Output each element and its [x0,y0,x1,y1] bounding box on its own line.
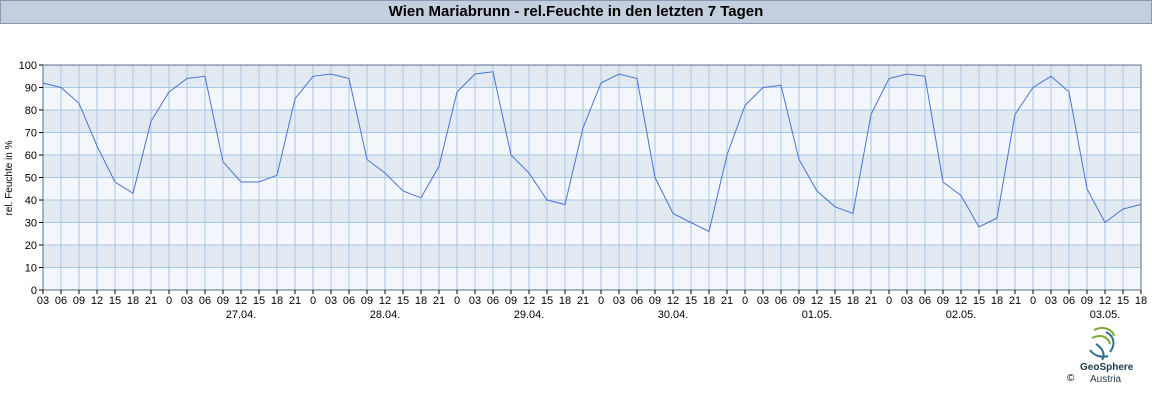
y-tick-label: 100 [19,60,37,72]
x-tick-label: 15 [253,295,265,307]
y-tick-label: 60 [25,150,37,162]
logo-subtitle: Austria [1090,374,1122,385]
x-tick-label: 0 [886,295,892,307]
x-tick-label: 21 [865,295,877,307]
x-tick-label: 18 [991,295,1003,307]
band [43,267,1141,290]
x-tick-label: 15 [541,295,553,307]
band [43,245,1141,268]
date-label: 28.04. [370,309,401,321]
x-tick-label: 06 [1063,295,1075,307]
x-tick-label: 12 [379,295,391,307]
band [43,87,1141,110]
x-tick-label: 03 [37,295,49,307]
x-tick-label: 21 [145,295,157,307]
x-tick-label: 12 [235,295,247,307]
date-label: 03.05. [1090,309,1121,321]
x-tick-label: 12 [811,295,823,307]
x-tick-label: 18 [559,295,571,307]
y-tick-label: 30 [25,218,37,230]
y-tick-label: 0 [31,285,37,297]
x-tick-label: 0 [454,295,460,307]
x-tick-label: 18 [415,295,427,307]
x-tick-label: 09 [217,295,229,307]
x-tick-label: 0 [166,295,172,307]
y-tick-label: 80 [25,105,37,117]
x-tick-label: 0 [310,295,316,307]
x-tick-label: 03 [181,295,193,307]
x-tick-label: 09 [505,295,517,307]
date-label: 01.05. [802,309,833,321]
x-tick-label: 18 [127,295,139,307]
x-tick-label: 09 [361,295,373,307]
x-tick-label: 21 [721,295,733,307]
x-tick-label: 03 [757,295,769,307]
x-tick-label: 0 [742,295,748,307]
x-tick-label: 15 [973,295,985,307]
x-tick-label: 12 [91,295,103,307]
y-tick-label: 20 [25,240,37,252]
x-tick-label: 15 [397,295,409,307]
x-tick-label: 03 [469,295,481,307]
x-tick-label: 18 [271,295,283,307]
x-tick-label: 0 [598,295,604,307]
x-tick-label: 03 [1045,295,1057,307]
x-tick-label: 21 [577,295,589,307]
band [43,222,1141,245]
y-tick-label: 50 [25,173,37,185]
x-tick-label: 15 [1117,295,1129,307]
x-tick-label: 15 [109,295,121,307]
x-tick-label: 12 [955,295,967,307]
date-label: 30.04. [658,309,689,321]
x-tick-label: 18 [703,295,715,307]
x-tick-label: 09 [649,295,661,307]
logo-name: GeoSphere [1080,362,1134,373]
y-tick-label: 70 [25,128,37,140]
x-tick-label: 03 [901,295,913,307]
y-axis-label: rel. Feuchte in % [4,140,15,215]
chart-title: Wien Mariabrunn - rel.Feuchte in den let… [0,0,1152,24]
band [43,65,1141,88]
x-tick-label: 21 [1009,295,1021,307]
x-tick-label: 06 [631,295,643,307]
geosphere-logo-icon [1089,327,1115,361]
x-tick-label: 0 [1030,295,1036,307]
band [43,155,1141,178]
x-tick-label: 12 [1099,295,1111,307]
x-tick-label: 09 [73,295,85,307]
x-tick-label: 15 [829,295,841,307]
y-tick-label: 90 [25,83,37,95]
date-label: 29.04. [514,309,545,321]
x-tick-label: 12 [667,295,679,307]
x-tick-label: 06 [919,295,931,307]
x-tick-label: 09 [793,295,805,307]
x-tick-label: 06 [199,295,211,307]
x-tick-label: 03 [325,295,337,307]
y-tick-label: 40 [25,195,37,207]
band [43,132,1141,155]
copyright-symbol: © [1067,373,1075,384]
x-tick-label: 21 [433,295,445,307]
x-tick-label: 12 [523,295,535,307]
x-tick-label: 21 [289,295,301,307]
y-tick-label: 10 [25,263,37,275]
band [43,177,1141,200]
x-tick-label: 18 [847,295,859,307]
x-tick-label: 06 [343,295,355,307]
x-tick-label: 15 [685,295,697,307]
band [43,200,1141,223]
date-label: 02.05. [946,309,977,321]
x-tick-label: 06 [775,295,787,307]
x-tick-label: 03 [613,295,625,307]
band [43,110,1141,133]
x-tick-label: 09 [937,295,949,307]
x-tick-label: 18 [1135,295,1147,307]
date-label: 27.04. [226,309,257,321]
humidity-line [42,71,1142,233]
x-tick-label: 09 [1081,295,1093,307]
x-tick-label: 06 [487,295,499,307]
x-tick-label: 06 [55,295,67,307]
